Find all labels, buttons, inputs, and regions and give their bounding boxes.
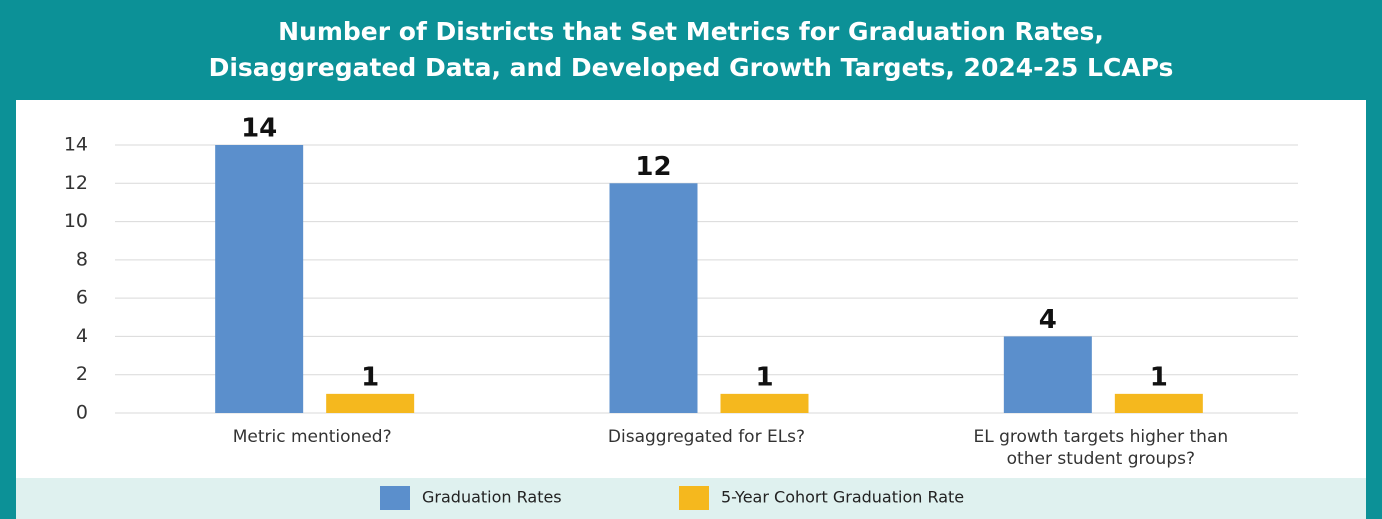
legend-swatch <box>679 486 709 510</box>
y-tick-label: 4 <box>76 325 88 347</box>
data-label: 1 <box>1150 362 1168 392</box>
chart-title: Number of Districts that Set Metrics for… <box>208 17 1174 82</box>
y-tick-label: 10 <box>64 210 88 232</box>
data-label: 14 <box>241 114 277 144</box>
data-label: 1 <box>361 362 379 392</box>
y-tick-label: 0 <box>76 402 88 424</box>
legend-label: 5-Year Cohort Graduation Rate <box>721 488 964 507</box>
bar <box>1114 393 1203 413</box>
y-tick-label: 2 <box>76 363 88 385</box>
data-label: 12 <box>635 152 671 182</box>
bar <box>720 393 809 413</box>
bar <box>1003 336 1092 413</box>
data-label: 1 <box>755 362 773 392</box>
x-tick-label: Metric mentioned? <box>232 427 392 447</box>
data-label: 4 <box>1039 305 1057 335</box>
y-tick-label: 8 <box>76 248 88 270</box>
bar <box>215 145 304 413</box>
legend-label: Graduation Rates <box>422 488 562 507</box>
bar <box>326 393 415 413</box>
x-tick-label: EL growth targets higher than other stud… <box>973 427 1229 469</box>
y-tick-label: 14 <box>64 134 88 156</box>
x-tick-label: Disaggregated for ELs? <box>607 427 806 447</box>
legend-swatch <box>380 486 410 510</box>
bar <box>609 183 698 413</box>
y-tick-label: 12 <box>64 172 88 194</box>
y-tick-label: 6 <box>76 287 88 309</box>
